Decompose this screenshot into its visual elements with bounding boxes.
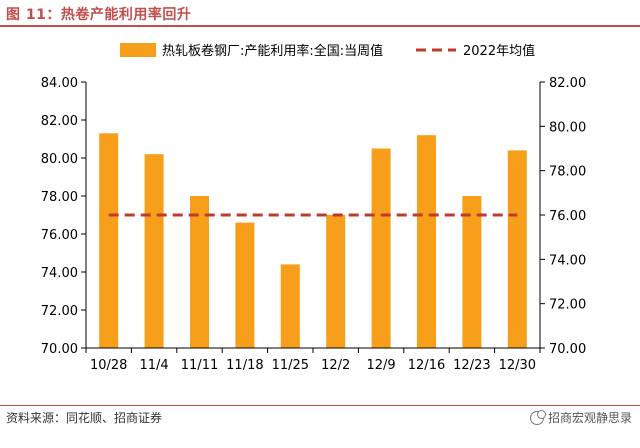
bar-series <box>99 133 527 348</box>
left-tick-label: 74.00 <box>41 266 78 281</box>
watermark: 招商宏观静思录 <box>529 409 632 426</box>
x-tick-label: 12/30 <box>499 358 536 373</box>
x-tick-label: 10/28 <box>90 358 127 373</box>
x-tick-label: 11/25 <box>272 358 309 373</box>
title-divider <box>0 25 640 27</box>
x-tick-label: 12/9 <box>366 358 395 373</box>
x-tick-label: 12/23 <box>453 358 490 373</box>
right-tick-label: 82.00 <box>549 76 586 91</box>
left-y-axis: 70.00 72.00 74.00 76.00 78.00 80.00 82.00 84.00 <box>41 76 87 357</box>
chart: 热轧板卷钢厂:产能利用率:全国:当周值 2022年均值 70.00 72.00 74.… <box>41 43 586 373</box>
left-tick-label: 78.00 <box>41 190 78 205</box>
right-tick-label: 78.00 <box>549 165 586 180</box>
bar-12-2 <box>326 215 346 348</box>
left-tick-label: 76.00 <box>41 228 78 243</box>
left-tick-label: 72.00 <box>41 304 78 319</box>
watermark-text: 招商宏观静思录 <box>547 411 632 425</box>
legend-swatch-bar <box>120 43 156 57</box>
figure-title: 图 11：热卷产能利用率回升 <box>6 7 192 23</box>
source-note: 资料来源：同花顺、招商证券 <box>6 411 163 425</box>
bar-11-18 <box>235 222 255 348</box>
bar-12-23 <box>462 196 482 348</box>
bar-11-25 <box>280 264 300 348</box>
wechat-icon <box>529 409 546 425</box>
left-tick-label: 82.00 <box>41 114 78 129</box>
bar-12-9 <box>371 148 391 348</box>
legend-label-bar: 热轧板卷钢厂:产能利用率:全国:当周值 <box>162 43 383 59</box>
legend: 热轧板卷钢厂:产能利用率:全国:当周值 2022年均值 <box>120 43 535 59</box>
x-axis: 10/28 11/4 11/11 11/18 11/25 12/2 12/9 12/16 12/… <box>85 347 541 373</box>
bar-12-16 <box>417 135 436 348</box>
x-tick-label: 11/18 <box>226 358 263 373</box>
bar-12-30 <box>507 150 527 348</box>
left-tick-label: 84.00 <box>41 76 78 91</box>
legend-label-line: 2022年均值 <box>463 43 535 59</box>
right-y-axis: 70.00 72.00 74.00 76.00 78.00 80.00 82.00 <box>539 76 586 357</box>
right-tick-label: 70.00 <box>549 342 586 357</box>
bar-10-28 <box>99 133 119 348</box>
right-tick-label: 72.00 <box>549 298 586 313</box>
figure-title-bar: 图 11：热卷产能利用率回升 <box>0 0 640 27</box>
footer-divider <box>0 405 640 406</box>
left-tick-label: 70.00 <box>41 342 78 357</box>
x-tick-label: 11/4 <box>139 358 168 373</box>
x-tick-label: 12/2 <box>321 358 350 373</box>
bar-11-11 <box>190 196 209 348</box>
right-tick-label: 80.00 <box>549 120 586 135</box>
right-tick-label: 76.00 <box>549 209 586 224</box>
x-tick-label: 11/11 <box>181 358 218 373</box>
bar-11-4 <box>144 154 164 348</box>
right-tick-label: 74.00 <box>549 253 586 268</box>
left-tick-label: 80.00 <box>41 152 78 167</box>
x-tick-label: 12/16 <box>408 358 445 373</box>
